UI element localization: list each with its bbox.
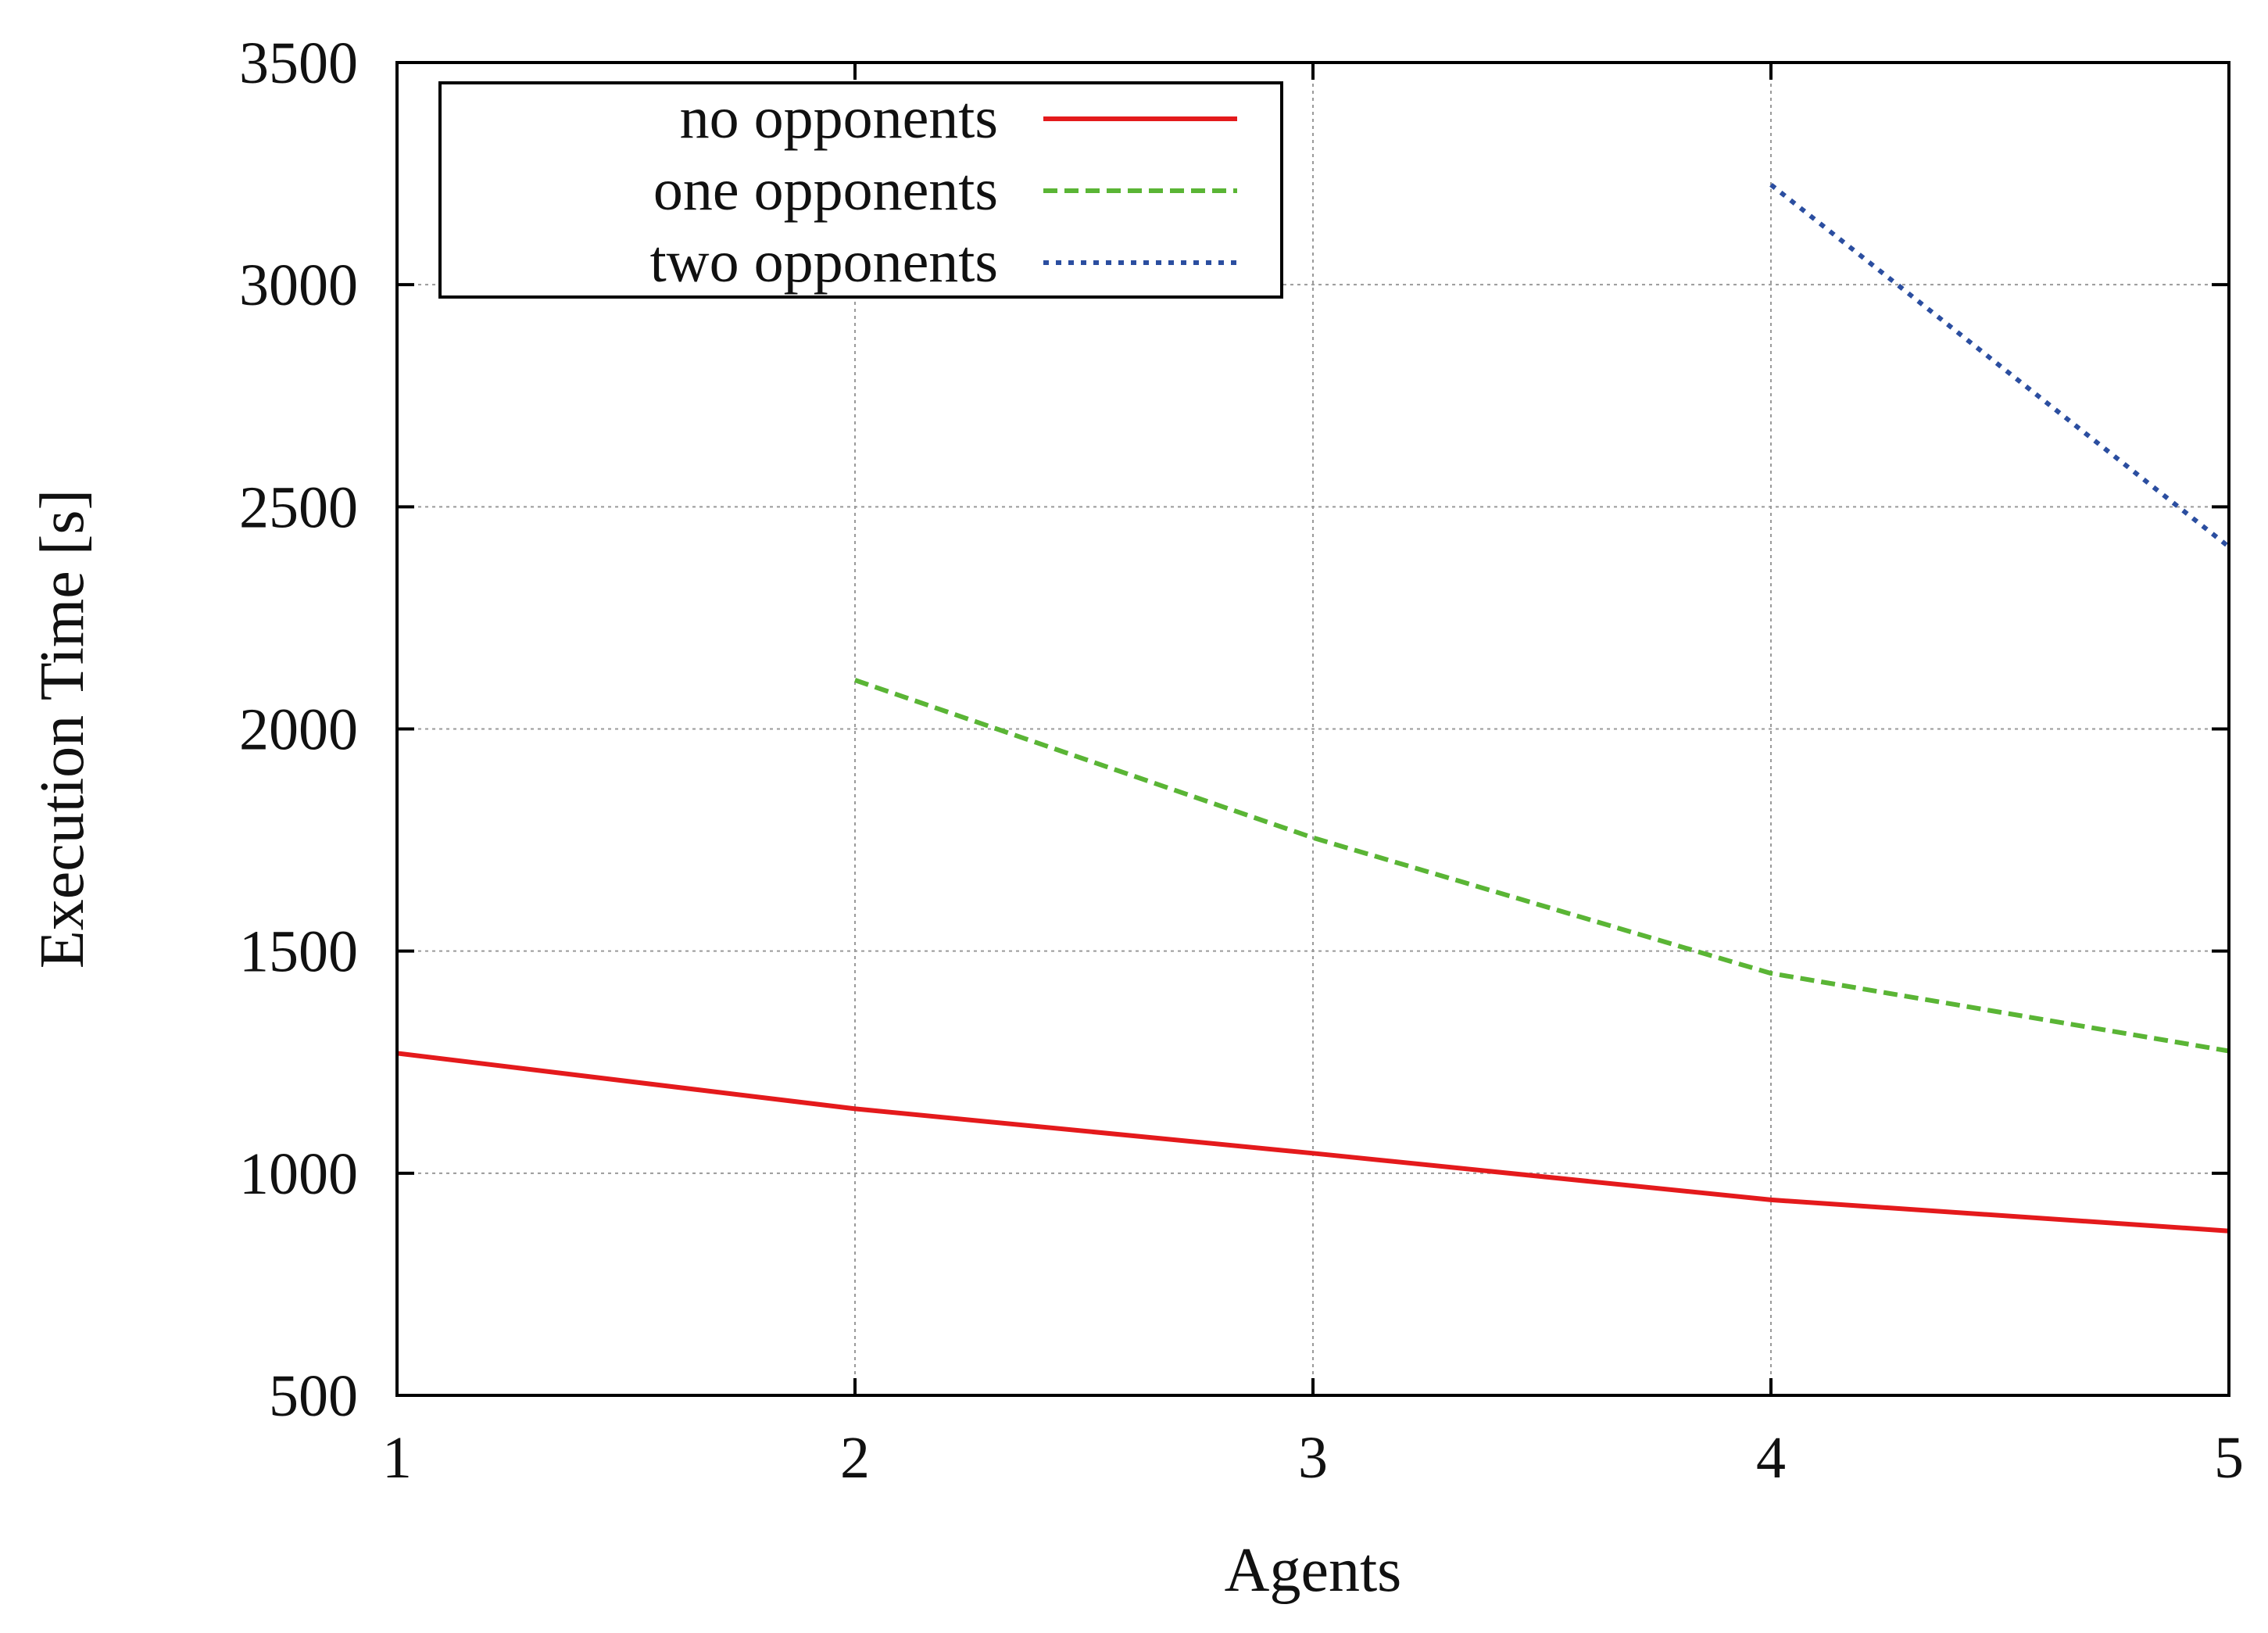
x-tick-label: 4 bbox=[1756, 1425, 1786, 1491]
series-line-3 bbox=[1769, 182, 2230, 549]
x-tick-label: 5 bbox=[2214, 1425, 2244, 1491]
series-line-2 bbox=[854, 678, 2230, 1054]
x-axis-title: Agents bbox=[1225, 1536, 1402, 1605]
series-line-1 bbox=[396, 1051, 2230, 1234]
y-axis-title: Execution Time [s] bbox=[28, 489, 97, 969]
x-tick-label: 3 bbox=[1298, 1425, 1328, 1491]
legend-label: one opponents bbox=[653, 157, 998, 223]
legend-label: no opponents bbox=[680, 85, 998, 151]
y-tick-label: 1500 bbox=[239, 919, 358, 985]
y-tick-label: 500 bbox=[269, 1363, 358, 1429]
y-tick-label: 2500 bbox=[239, 475, 358, 540]
legend-label: two opponents bbox=[650, 229, 998, 295]
series-lines bbox=[396, 182, 2230, 1234]
y-tick-label: 1000 bbox=[239, 1141, 358, 1207]
y-tick-label: 3500 bbox=[239, 30, 358, 96]
axis-ticks: 1 2 3 4 5 500 1000 1500 2000 2500 3000 3500 bbox=[239, 30, 2244, 1491]
y-tick-label: 2000 bbox=[239, 697, 358, 763]
x-tick-label: 2 bbox=[840, 1425, 870, 1491]
y-tick-label: 3000 bbox=[239, 252, 358, 318]
x-tick-label: 1 bbox=[382, 1425, 412, 1491]
